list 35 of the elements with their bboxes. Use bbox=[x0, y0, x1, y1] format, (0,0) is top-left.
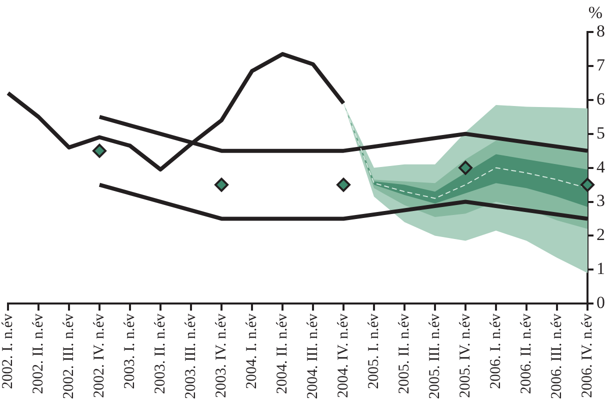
x-tick-label: 2004. III. n.év bbox=[304, 313, 321, 400]
point bbox=[458, 160, 472, 175]
x-tick-label: 2003. IV. n.év bbox=[213, 313, 230, 398]
y-tick-label: 6 bbox=[596, 89, 605, 108]
x-tick-label: 2003. III. n.év bbox=[182, 313, 199, 400]
x-tick-label: 2002. IV. n.év bbox=[91, 313, 108, 398]
point bbox=[580, 178, 594, 192]
x-tick-label: 2006. I. n.év bbox=[488, 313, 504, 390]
x-tick-label: 2004. IV. n.év bbox=[335, 313, 352, 398]
y-tick-label: 2 bbox=[596, 225, 605, 244]
point bbox=[92, 144, 106, 158]
x-tick-label: 2005. III. n.év bbox=[426, 313, 443, 400]
x-tick-label: 2002. I. n.év bbox=[0, 313, 16, 390]
point bbox=[214, 178, 228, 192]
x-tick-label: 2003. I. n.év bbox=[122, 313, 138, 390]
y-tick-label: 0 bbox=[596, 293, 605, 312]
y-tick-label: 1 bbox=[596, 259, 605, 278]
x-tick-label: 2006. II. n.év bbox=[518, 313, 534, 394]
x-tick-label: 2005. II. n.év bbox=[396, 313, 412, 394]
y-tick-label: 3 bbox=[596, 191, 605, 210]
x-tick-label: 2004. II. n.év bbox=[274, 313, 290, 394]
x-tick-label: 2002. II. n.év bbox=[30, 313, 46, 394]
x-tick-label: 2003. II. n.év bbox=[152, 313, 168, 394]
x-tick-label: 2004. I. n.év bbox=[244, 313, 260, 390]
y-tick-label: 7 bbox=[596, 55, 606, 74]
y-tick-label: 5 bbox=[596, 123, 605, 142]
y-tick-label: 4 bbox=[596, 157, 606, 176]
point bbox=[336, 178, 350, 192]
x-tick-label: 2006. IV. n.év bbox=[579, 313, 596, 398]
x-tick-label: 2005. I. n.év bbox=[366, 313, 382, 390]
x-tick-label: 2002. III. n.év bbox=[60, 313, 77, 400]
y-axis-title: % bbox=[588, 2, 603, 22]
x-tick-label: 2005. IV. n.év bbox=[457, 313, 474, 398]
y-tick-label: 8 bbox=[596, 21, 605, 40]
x-tick-label: 2006. III. n.év bbox=[548, 313, 565, 400]
